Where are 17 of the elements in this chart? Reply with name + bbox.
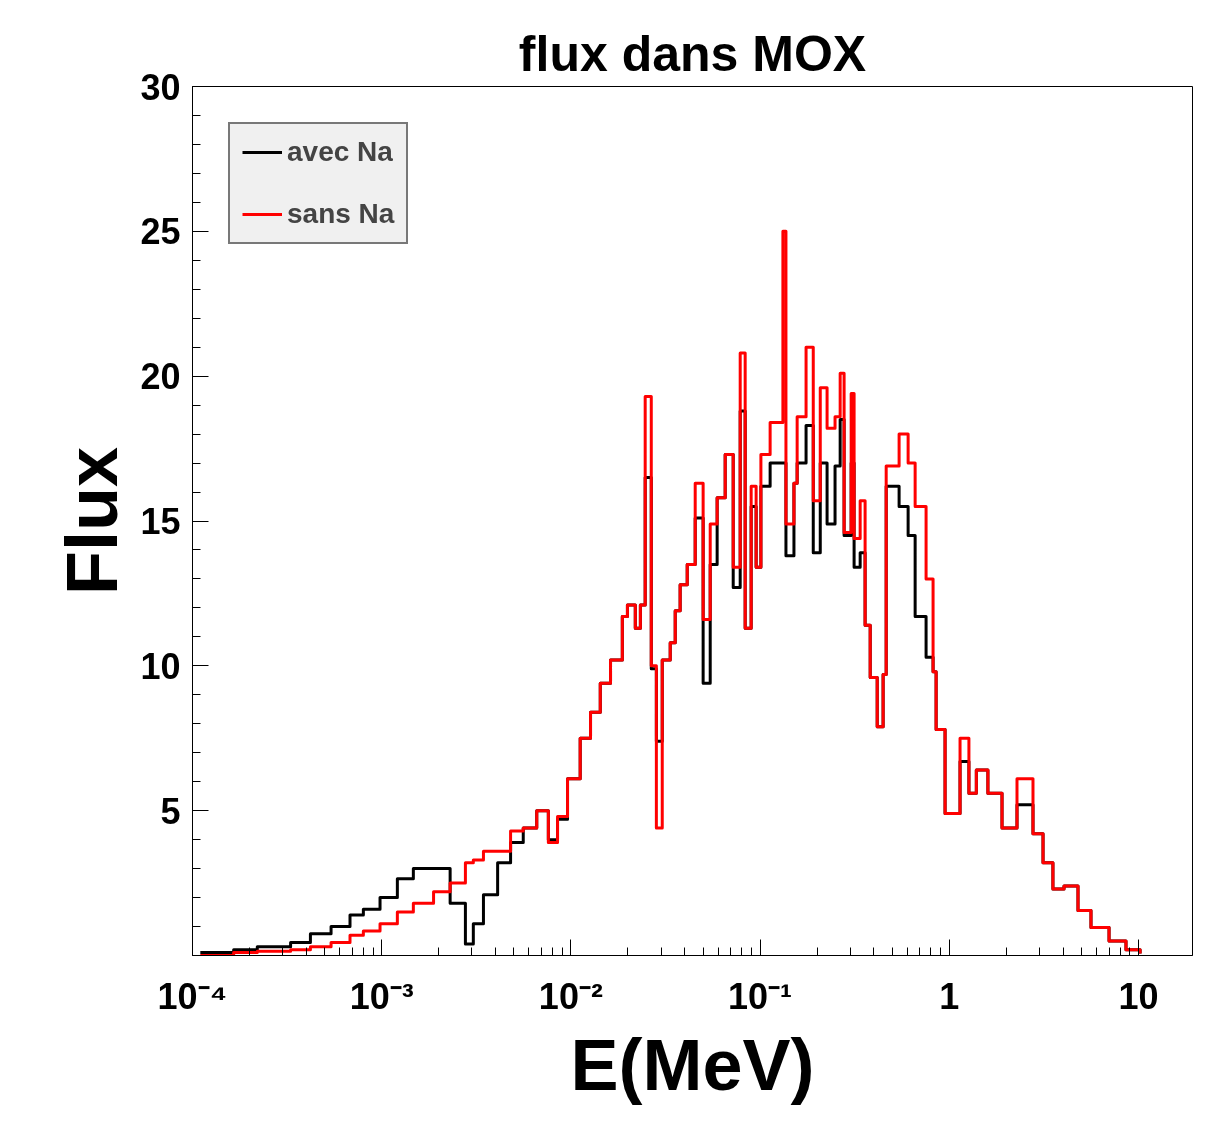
y-axis-title: Flux bbox=[52, 446, 133, 595]
legend-label: avec Na bbox=[287, 136, 393, 168]
y-tick-label: 30 bbox=[140, 66, 181, 108]
x-tick-label: 10 bbox=[1118, 975, 1159, 1017]
x-tick-label: 1 bbox=[939, 975, 960, 1017]
x-tick-label: 10⁻² bbox=[538, 975, 603, 1017]
x-tick-label: 10⁻⁴ bbox=[157, 975, 228, 1017]
y-tick-label: 25 bbox=[140, 211, 181, 253]
chart-title: flux dans MOX bbox=[518, 25, 867, 82]
y-tick-label: 20 bbox=[140, 356, 181, 398]
y-tick-label: 5 bbox=[160, 790, 181, 832]
x-axis-title: E(MeV) bbox=[570, 1024, 815, 1105]
x-tick-label: 10⁻¹ bbox=[728, 975, 793, 1017]
legend-label: sans Na bbox=[287, 198, 395, 230]
y-tick-label: 10 bbox=[140, 645, 181, 687]
y-tick-label: 15 bbox=[140, 501, 181, 542]
x-tick-label: 10⁻³ bbox=[349, 975, 414, 1017]
